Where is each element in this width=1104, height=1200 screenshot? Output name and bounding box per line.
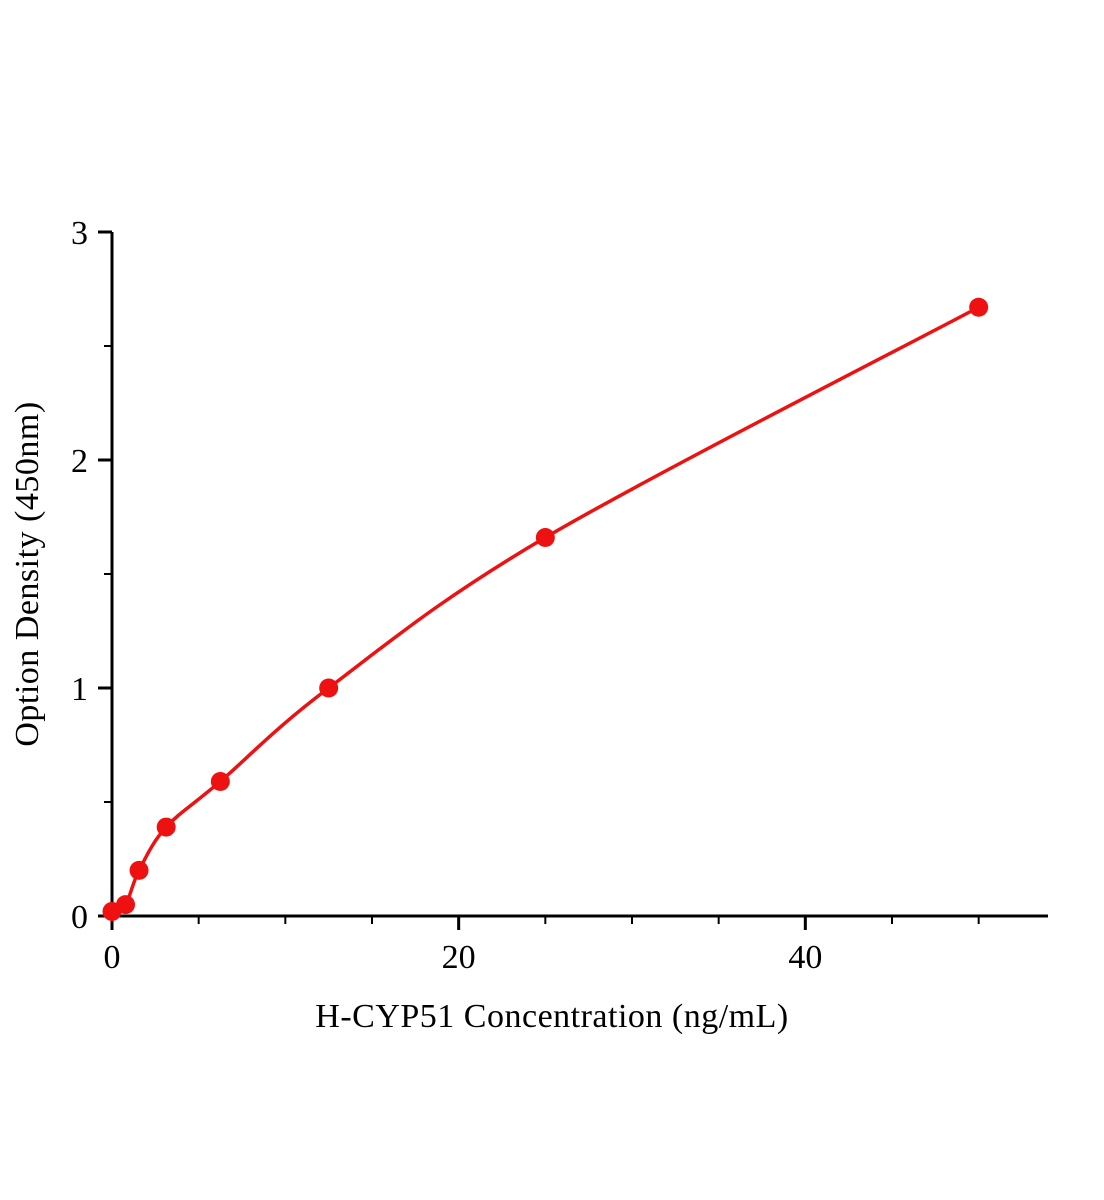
x-axis-title: H-CYP51 Concentration (ng/mL) [315, 998, 789, 1035]
data-point [210, 771, 230, 791]
y-tick-label: 0 [71, 899, 88, 936]
data-point [319, 678, 339, 698]
data-point [535, 528, 555, 548]
y-tick-label: 2 [71, 443, 88, 480]
data-point [156, 817, 176, 837]
data-point [969, 297, 989, 317]
y-tick-label: 1 [71, 671, 88, 708]
x-tick-label: 40 [788, 939, 822, 976]
y-axis-title: Option Density (450nm) [9, 401, 46, 747]
data-point [129, 860, 149, 880]
fit-curve [111, 305, 980, 914]
x-tick-label: 20 [442, 939, 476, 976]
y-tick-label: 3 [71, 215, 88, 252]
x-tick-label: 0 [104, 939, 121, 976]
data-point [116, 895, 136, 915]
